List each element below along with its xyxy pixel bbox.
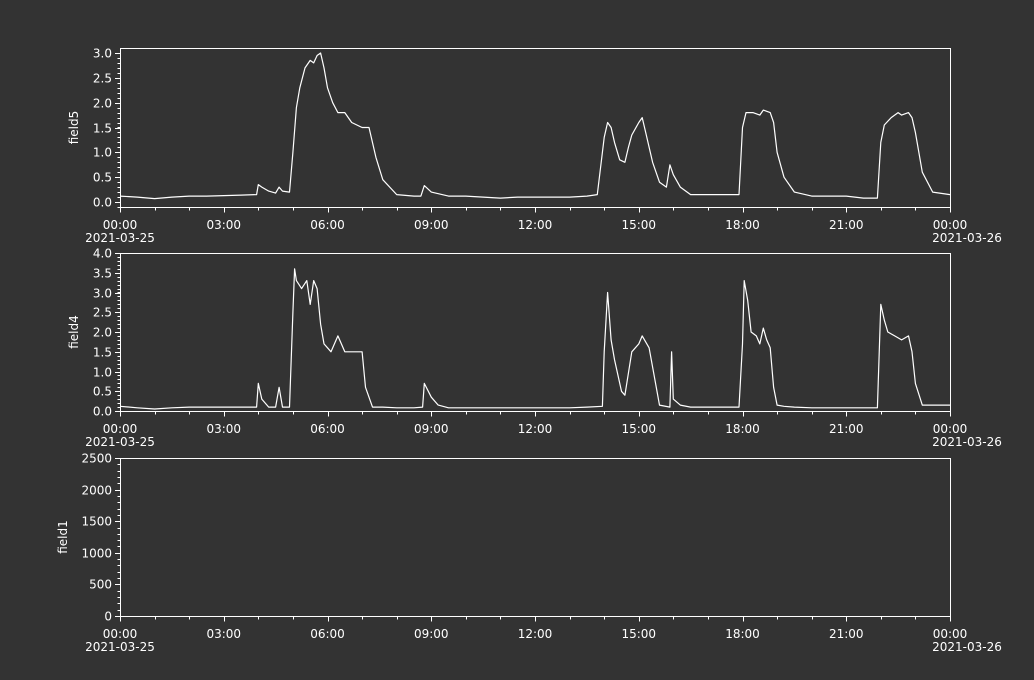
plot-frame (120, 458, 951, 617)
y-tick-label: 0 (104, 610, 112, 624)
y-tick-label: 0.5 (93, 171, 112, 185)
series-line-0 (119, 268, 950, 410)
x-tick-label: 00:00 (933, 627, 968, 641)
y-tick-label: 1000 (81, 547, 112, 561)
y-tick-label: 2000 (81, 484, 112, 498)
y-tick-label: 0.5 (93, 385, 112, 399)
x-tick-label: 09:00 (414, 218, 449, 232)
x-date-start-label: 2021-03-25 (85, 231, 155, 245)
x-date-start-label: 2021-03-25 (85, 640, 155, 654)
x-tick-label: 12:00 (518, 218, 553, 232)
chart-panel-1: 00:00 03:00 06:00 09:00 12:00 15:00 18:00 21:00… (67, 247, 1002, 450)
y-tick-label: 3.0 (93, 287, 112, 301)
x-tick-label: 18:00 (725, 627, 760, 641)
x-tick-label: 21:00 (829, 627, 864, 641)
y-tick-label: 1.0 (93, 146, 112, 160)
x-tick-label: 06:00 (310, 627, 345, 641)
x-tick-label: 03:00 (206, 218, 241, 232)
x-tick-label: 12:00 (518, 627, 553, 641)
x-tick-label: 18:00 (725, 218, 760, 232)
y-tick-label: 1.5 (93, 122, 112, 136)
y-tick-label: 500 (89, 578, 112, 592)
x-tick-label: 00:00 (103, 218, 138, 232)
x-tick-label: 00:00 (103, 422, 138, 436)
chart-panel-2: 00:00 03:00 06:00 09:00 12:00 15:00 18:00 21:00… (56, 452, 1002, 655)
y-axis-label: field1 (56, 520, 70, 554)
y-axis-label: field5 (67, 111, 81, 145)
x-tick-label: 06:00 (310, 422, 345, 436)
x-tick-label: 21:00 (829, 422, 864, 436)
y-tick-label: 2.5 (93, 306, 112, 320)
y-tick-label: 1500 (81, 515, 112, 529)
x-tick-label: 00:00 (933, 422, 968, 436)
x-tick-label: 03:00 (206, 627, 241, 641)
x-tick-label: 18:00 (725, 422, 760, 436)
x-tick-label: 03:00 (206, 422, 241, 436)
x-date-start-label: 2021-03-25 (85, 435, 155, 449)
x-tick-label: 15:00 (621, 422, 656, 436)
x-date-end-label: 2021-03-26 (932, 435, 1002, 449)
x-tick-label: 09:00 (414, 627, 449, 641)
x-date-end-label: 2021-03-26 (932, 640, 1002, 654)
y-tick-label: 1.0 (93, 366, 112, 380)
x-tick-label: 21:00 (829, 218, 864, 232)
y-tick-label: 1.5 (93, 346, 112, 360)
chart-panel-0: 00:00 03:00 06:00 09:00 12:00 15:00 18:00 21:00… (67, 47, 1002, 246)
y-tick-label: 2500 (81, 452, 112, 466)
x-tick-label: 06:00 (310, 218, 345, 232)
y-axis-label: field4 (67, 315, 81, 349)
plot-frame (120, 48, 951, 208)
y-tick-label: 2.0 (93, 326, 112, 340)
y-tick-label: 0.0 (93, 405, 112, 419)
x-tick-label: 00:00 (933, 218, 968, 232)
y-tick-label: 0.0 (93, 196, 112, 210)
y-tick-label: 4.0 (93, 247, 112, 261)
y-tick-label: 2.5 (93, 72, 112, 86)
series-line-0 (119, 52, 951, 200)
x-tick-label: 15:00 (621, 627, 656, 641)
y-tick-label: 2.0 (93, 97, 112, 111)
x-tick-label: 15:00 (621, 218, 656, 232)
plot-frame (120, 253, 951, 412)
y-tick-label: 3.5 (93, 267, 112, 281)
x-tick-label: 09:00 (414, 422, 449, 436)
x-date-end-label: 2021-03-26 (932, 231, 1002, 245)
x-tick-label: 12:00 (518, 422, 553, 436)
y-tick-label: 3.0 (93, 47, 112, 61)
x-tick-label: 00:00 (103, 627, 138, 641)
